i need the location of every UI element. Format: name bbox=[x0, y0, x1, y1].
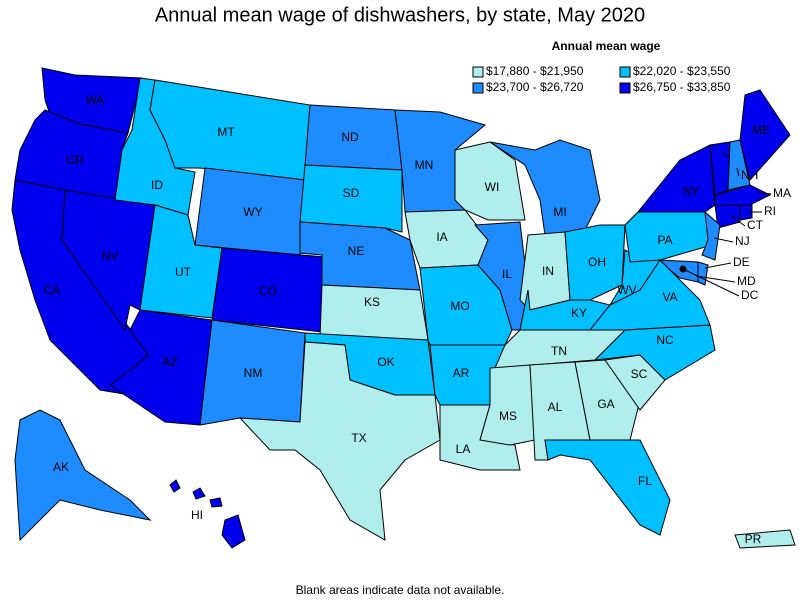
state-label: HI bbox=[191, 508, 203, 522]
state-label: DE bbox=[733, 255, 750, 269]
leader-line bbox=[695, 275, 736, 283]
state-label: OK bbox=[377, 355, 394, 369]
state-label: IA bbox=[436, 230, 447, 244]
state-shape bbox=[299, 164, 403, 233]
state-label: CA bbox=[44, 283, 61, 297]
legend-swatch bbox=[619, 66, 631, 78]
legend-swatch bbox=[619, 82, 631, 94]
state-label: AR bbox=[453, 366, 470, 380]
legend-label: $22,020 - $23,550 bbox=[633, 64, 731, 78]
state-label: GA bbox=[597, 397, 614, 411]
state-label: NE bbox=[348, 244, 365, 258]
state-label: PA bbox=[657, 233, 672, 247]
state-label: ID bbox=[151, 178, 163, 192]
state-label: CO bbox=[259, 284, 277, 298]
state-label: NJ bbox=[735, 234, 750, 248]
state-label: ND bbox=[341, 130, 359, 144]
state-label: MA bbox=[773, 186, 791, 200]
state-label: AL bbox=[548, 400, 563, 414]
state-shape bbox=[734, 529, 796, 549]
state-label: TN bbox=[551, 344, 567, 358]
state-label: KY bbox=[571, 306, 587, 320]
state-shape bbox=[658, 259, 699, 283]
state-label: TX bbox=[351, 431, 366, 445]
state-shape bbox=[238, 341, 441, 541]
state-label: DC bbox=[741, 288, 759, 302]
state-shape bbox=[714, 184, 772, 206]
state-shape bbox=[209, 497, 223, 508]
state-label: RI bbox=[764, 204, 776, 218]
state-label: MT bbox=[217, 125, 235, 139]
state-shape bbox=[574, 359, 641, 441]
state-label: WI bbox=[485, 180, 500, 194]
legend-title: Annual mean wage bbox=[552, 39, 661, 53]
legend-label: $23,700 - $26,720 bbox=[486, 80, 584, 94]
state-label: VA bbox=[662, 290, 677, 304]
state-label: MS bbox=[499, 409, 517, 423]
legend-swatch bbox=[472, 66, 484, 78]
state-shape bbox=[473, 221, 529, 331]
state-shape bbox=[221, 514, 246, 549]
state-label: OR bbox=[66, 153, 84, 167]
leader-line bbox=[729, 214, 746, 227]
state-label: KS bbox=[364, 295, 380, 309]
legend-label: $17,880 - $21,950 bbox=[486, 64, 584, 78]
map-title: Annual mean wage of dishwashers, by stat… bbox=[155, 4, 645, 26]
state-label: LA bbox=[456, 442, 471, 456]
state-label: MI bbox=[553, 205, 566, 219]
legend-label: $26,750 - $33,850 bbox=[633, 80, 731, 94]
state-label: NV bbox=[102, 249, 119, 263]
state-shape bbox=[739, 89, 791, 182]
state-label: PR bbox=[745, 532, 762, 546]
state-label: WV bbox=[617, 283, 636, 297]
state-label: ME bbox=[752, 123, 770, 137]
leader-line bbox=[704, 262, 732, 269]
state-label: NY bbox=[683, 184, 700, 198]
state-shape bbox=[544, 439, 671, 536]
state-shape bbox=[739, 204, 753, 221]
state-label: WA bbox=[86, 93, 105, 107]
state-label: MO bbox=[450, 299, 469, 313]
state-label: MD bbox=[737, 274, 756, 288]
state-label: OH bbox=[588, 255, 606, 269]
state-shape bbox=[636, 144, 716, 213]
state-label: UT bbox=[175, 265, 192, 279]
state-shape bbox=[192, 487, 206, 500]
state-label: AK bbox=[53, 460, 69, 474]
leader-line bbox=[682, 268, 740, 297]
state-label: NC bbox=[656, 333, 674, 347]
state-shape bbox=[169, 479, 181, 493]
leader-line bbox=[736, 167, 740, 177]
state-label: CT bbox=[747, 218, 764, 232]
state-shape bbox=[489, 139, 601, 236]
footnote: Blank areas indicate data not available. bbox=[296, 583, 505, 597]
state-shape bbox=[697, 261, 709, 286]
state-label: IN bbox=[542, 264, 554, 278]
state-label: AZ bbox=[162, 355, 177, 369]
state-shape bbox=[701, 210, 721, 261]
state-label: MN bbox=[415, 158, 434, 172]
legend-swatch bbox=[472, 82, 484, 94]
state-label: NM bbox=[244, 366, 263, 380]
state-label: SC bbox=[631, 367, 648, 381]
state-label: WY bbox=[243, 205, 262, 219]
state-label: FL bbox=[638, 474, 652, 488]
leader-line bbox=[713, 237, 734, 243]
state-label: IL bbox=[502, 267, 512, 281]
leader-line bbox=[757, 191, 772, 195]
state-shape bbox=[14, 409, 152, 542]
state-label: SD bbox=[343, 186, 360, 200]
state-shape bbox=[319, 284, 429, 341]
